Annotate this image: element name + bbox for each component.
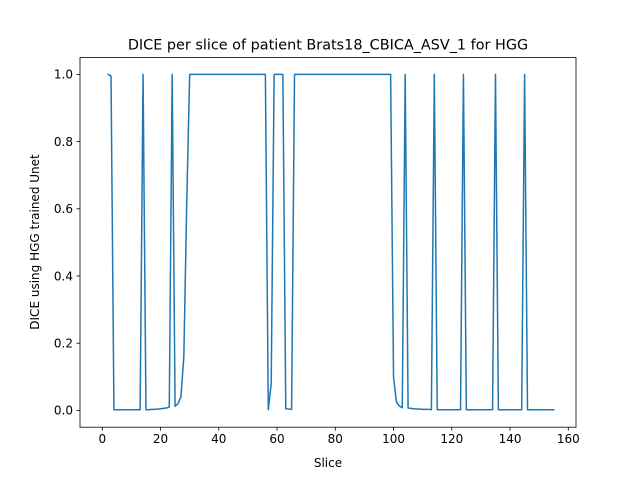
x-tick-label: 140 bbox=[499, 432, 522, 446]
x-tick-label: 80 bbox=[328, 432, 343, 446]
y-tick-label: 0.2 bbox=[54, 337, 73, 351]
series-line-1 bbox=[107, 73, 555, 411]
x-tick-label: 60 bbox=[269, 432, 284, 446]
y-tick-label: 0.6 bbox=[54, 202, 73, 216]
y-axis: 0.0 0.2 0.4 0.6 0.8 1.0 bbox=[54, 68, 80, 418]
x-tick-label: 100 bbox=[382, 432, 405, 446]
y-tick-label: 0.4 bbox=[54, 269, 73, 283]
y-axis-label: DICE using HGG trained Unet bbox=[28, 154, 42, 330]
y-tick-label: 0.8 bbox=[54, 135, 73, 149]
plot-frame bbox=[79, 57, 577, 428]
x-tick-label: 20 bbox=[153, 432, 168, 446]
x-tick-label: 160 bbox=[557, 432, 580, 446]
x-axis: 0 20 40 60 80 100 120 140 160 bbox=[98, 427, 580, 446]
y-tick-label: 0.0 bbox=[54, 404, 73, 418]
x-tick-label: 0 bbox=[98, 432, 106, 446]
y-tick-label: 1.0 bbox=[54, 68, 73, 82]
chart-title: DICE per slice of patient Brats18_CBICA_… bbox=[128, 38, 528, 54]
x-tick-label: 120 bbox=[440, 432, 463, 446]
x-axis-label: Slice bbox=[314, 456, 342, 470]
x-tick-label: 40 bbox=[211, 432, 226, 446]
plot-area bbox=[79, 57, 577, 428]
